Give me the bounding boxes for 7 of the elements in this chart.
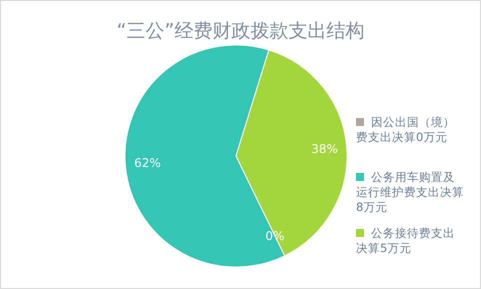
chart-title: “三公”经费财政拨款支出结构 [116,19,366,44]
text: 0% [265,228,284,243]
legend-label: 公务用车购置及运行维护费支出决算8万元 [356,170,464,214]
legend-label: 因公出国（境）费支出决算0万元 [356,115,455,144]
legend-label: 公务接待费支出决算5万元 [356,226,455,255]
data-label: 38% [311,142,338,156]
data-label: 62% [134,156,161,170]
